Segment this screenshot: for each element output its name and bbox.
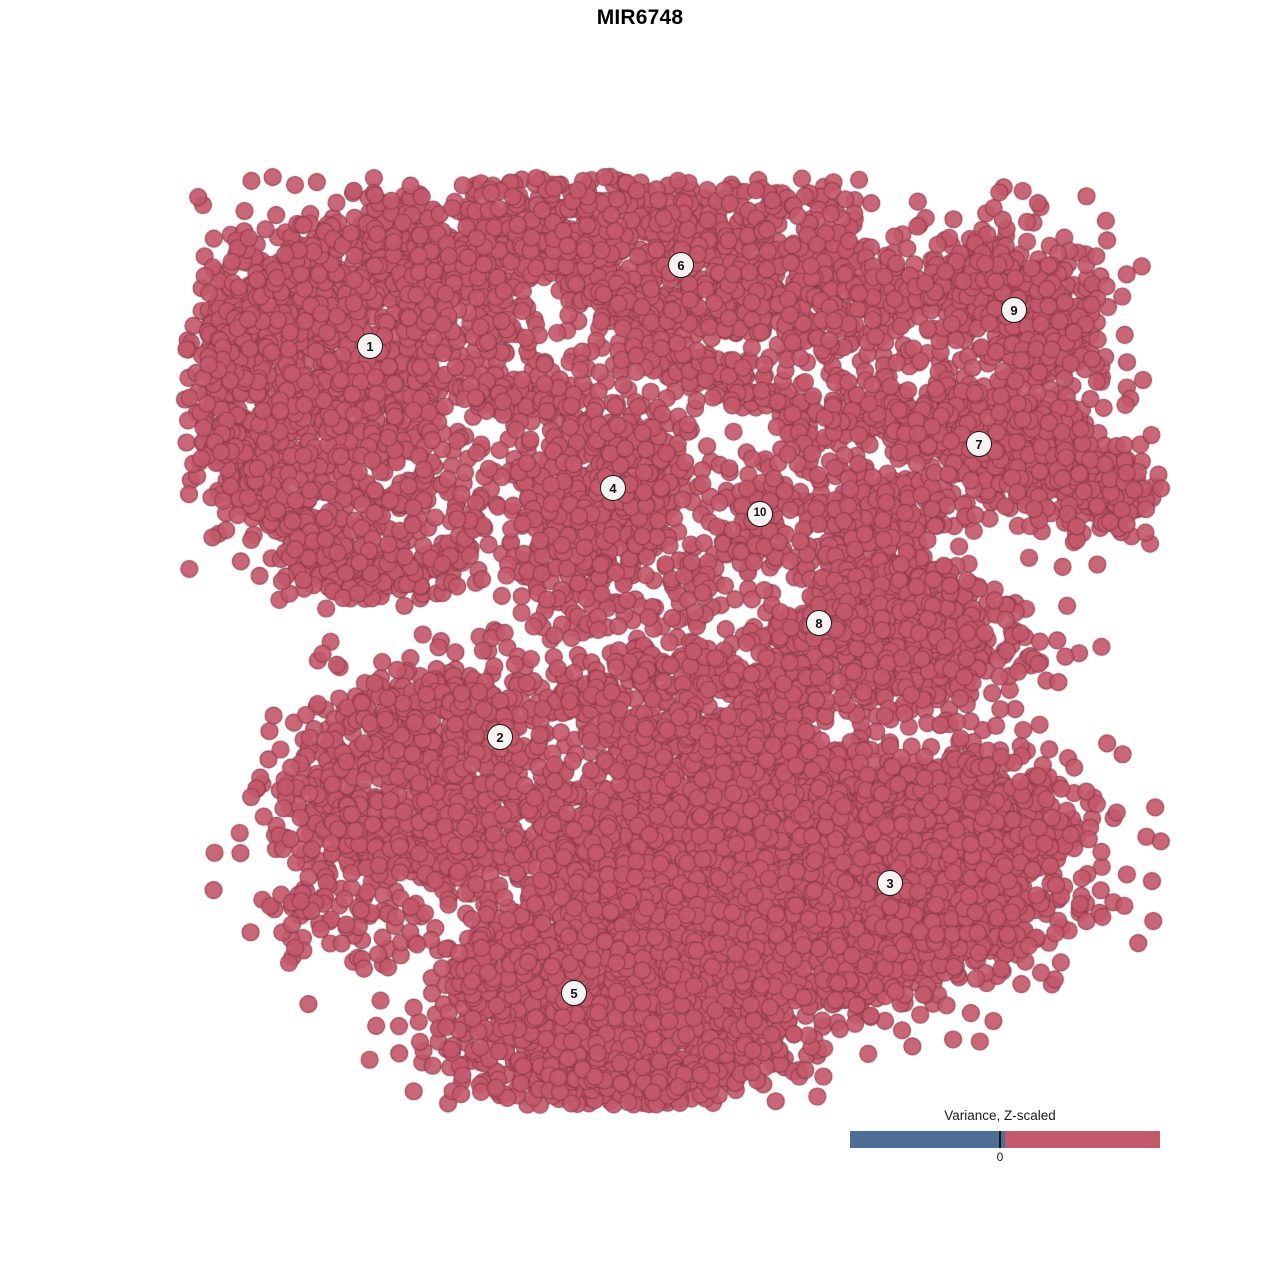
cluster-label-1[interactable]: 1 xyxy=(357,333,383,359)
cluster-label-6[interactable]: 6 xyxy=(668,252,694,278)
colorbar-title: Variance, Z-scaled xyxy=(944,1108,1056,1123)
colorbar-gradient xyxy=(850,1131,1160,1148)
colorbar-low-swatch xyxy=(850,1131,1005,1148)
cluster-label-4[interactable]: 4 xyxy=(600,475,626,501)
cluster-label-7[interactable]: 7 xyxy=(966,431,992,457)
colorbar-legend: Variance, Z-scaled 0 xyxy=(845,1108,1165,1170)
cluster-label-5[interactable]: 5 xyxy=(561,980,587,1006)
colorbar-tick-label: 0 xyxy=(996,1150,1004,1164)
colorbar-zero-tick xyxy=(999,1131,1001,1148)
cluster-label-10[interactable]: 10 xyxy=(747,501,773,527)
colorbar-high-swatch xyxy=(1005,1131,1160,1148)
cluster-label-3[interactable]: 3 xyxy=(877,870,903,896)
cluster-label-2[interactable]: 2 xyxy=(487,724,513,750)
cluster-label-8[interactable]: 8 xyxy=(806,610,832,636)
cluster-label-9[interactable]: 9 xyxy=(1001,297,1027,323)
